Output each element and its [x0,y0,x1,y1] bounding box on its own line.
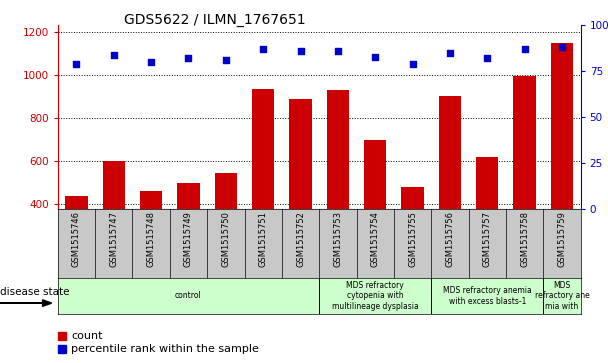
Bar [326,90,349,291]
Text: GSM1515753: GSM1515753 [333,211,342,267]
Point [333,48,343,54]
Text: GSM1515747: GSM1515747 [109,211,119,267]
Text: MDS refractory
cytopenia with
multilineage dysplasia: MDS refractory cytopenia with multilinea… [332,281,418,311]
Bar [364,140,387,291]
Text: MDS refractory anemia
with excess blasts-1: MDS refractory anemia with excess blasts… [443,286,531,306]
Text: percentile rank within the sample: percentile rank within the sample [71,344,259,354]
Text: MDS
refractory ane
mia with: MDS refractory ane mia with [534,281,589,311]
Text: GSM1515755: GSM1515755 [408,211,417,267]
Point [445,50,455,56]
Bar [103,161,125,291]
Text: GDS5622 / ILMN_1767651: GDS5622 / ILMN_1767651 [124,13,305,27]
Bar [140,191,162,291]
Bar [476,157,499,291]
Text: GSM1515759: GSM1515759 [558,211,567,267]
Point [258,46,268,52]
Bar [252,89,274,291]
Text: control: control [175,291,202,300]
Point [520,46,530,52]
Bar [401,187,424,291]
Point [557,45,567,50]
Point [370,54,380,60]
Text: GSM1515758: GSM1515758 [520,211,529,267]
Point [147,59,156,65]
Point [221,57,230,63]
Point [408,61,418,67]
Text: GSM1515746: GSM1515746 [72,211,81,267]
Point [295,48,305,54]
Bar [178,183,199,291]
Text: count: count [71,331,103,341]
Point [72,61,81,67]
Text: GSM1515748: GSM1515748 [147,211,156,267]
Point [184,56,193,61]
Text: GSM1515750: GSM1515750 [221,211,230,267]
Text: GSM1515756: GSM1515756 [446,211,454,267]
Point [109,52,119,58]
Bar [215,173,237,291]
Bar [551,43,573,291]
Bar [513,76,536,291]
Text: GSM1515751: GSM1515751 [258,211,268,267]
Text: GSM1515752: GSM1515752 [296,211,305,267]
Point [482,56,492,61]
Bar [439,95,461,291]
Text: GSM1515754: GSM1515754 [371,211,380,267]
Bar [289,99,312,291]
Text: disease state: disease state [0,287,69,297]
Bar [65,196,88,291]
Text: GSM1515757: GSM1515757 [483,211,492,267]
Text: GSM1515749: GSM1515749 [184,211,193,267]
